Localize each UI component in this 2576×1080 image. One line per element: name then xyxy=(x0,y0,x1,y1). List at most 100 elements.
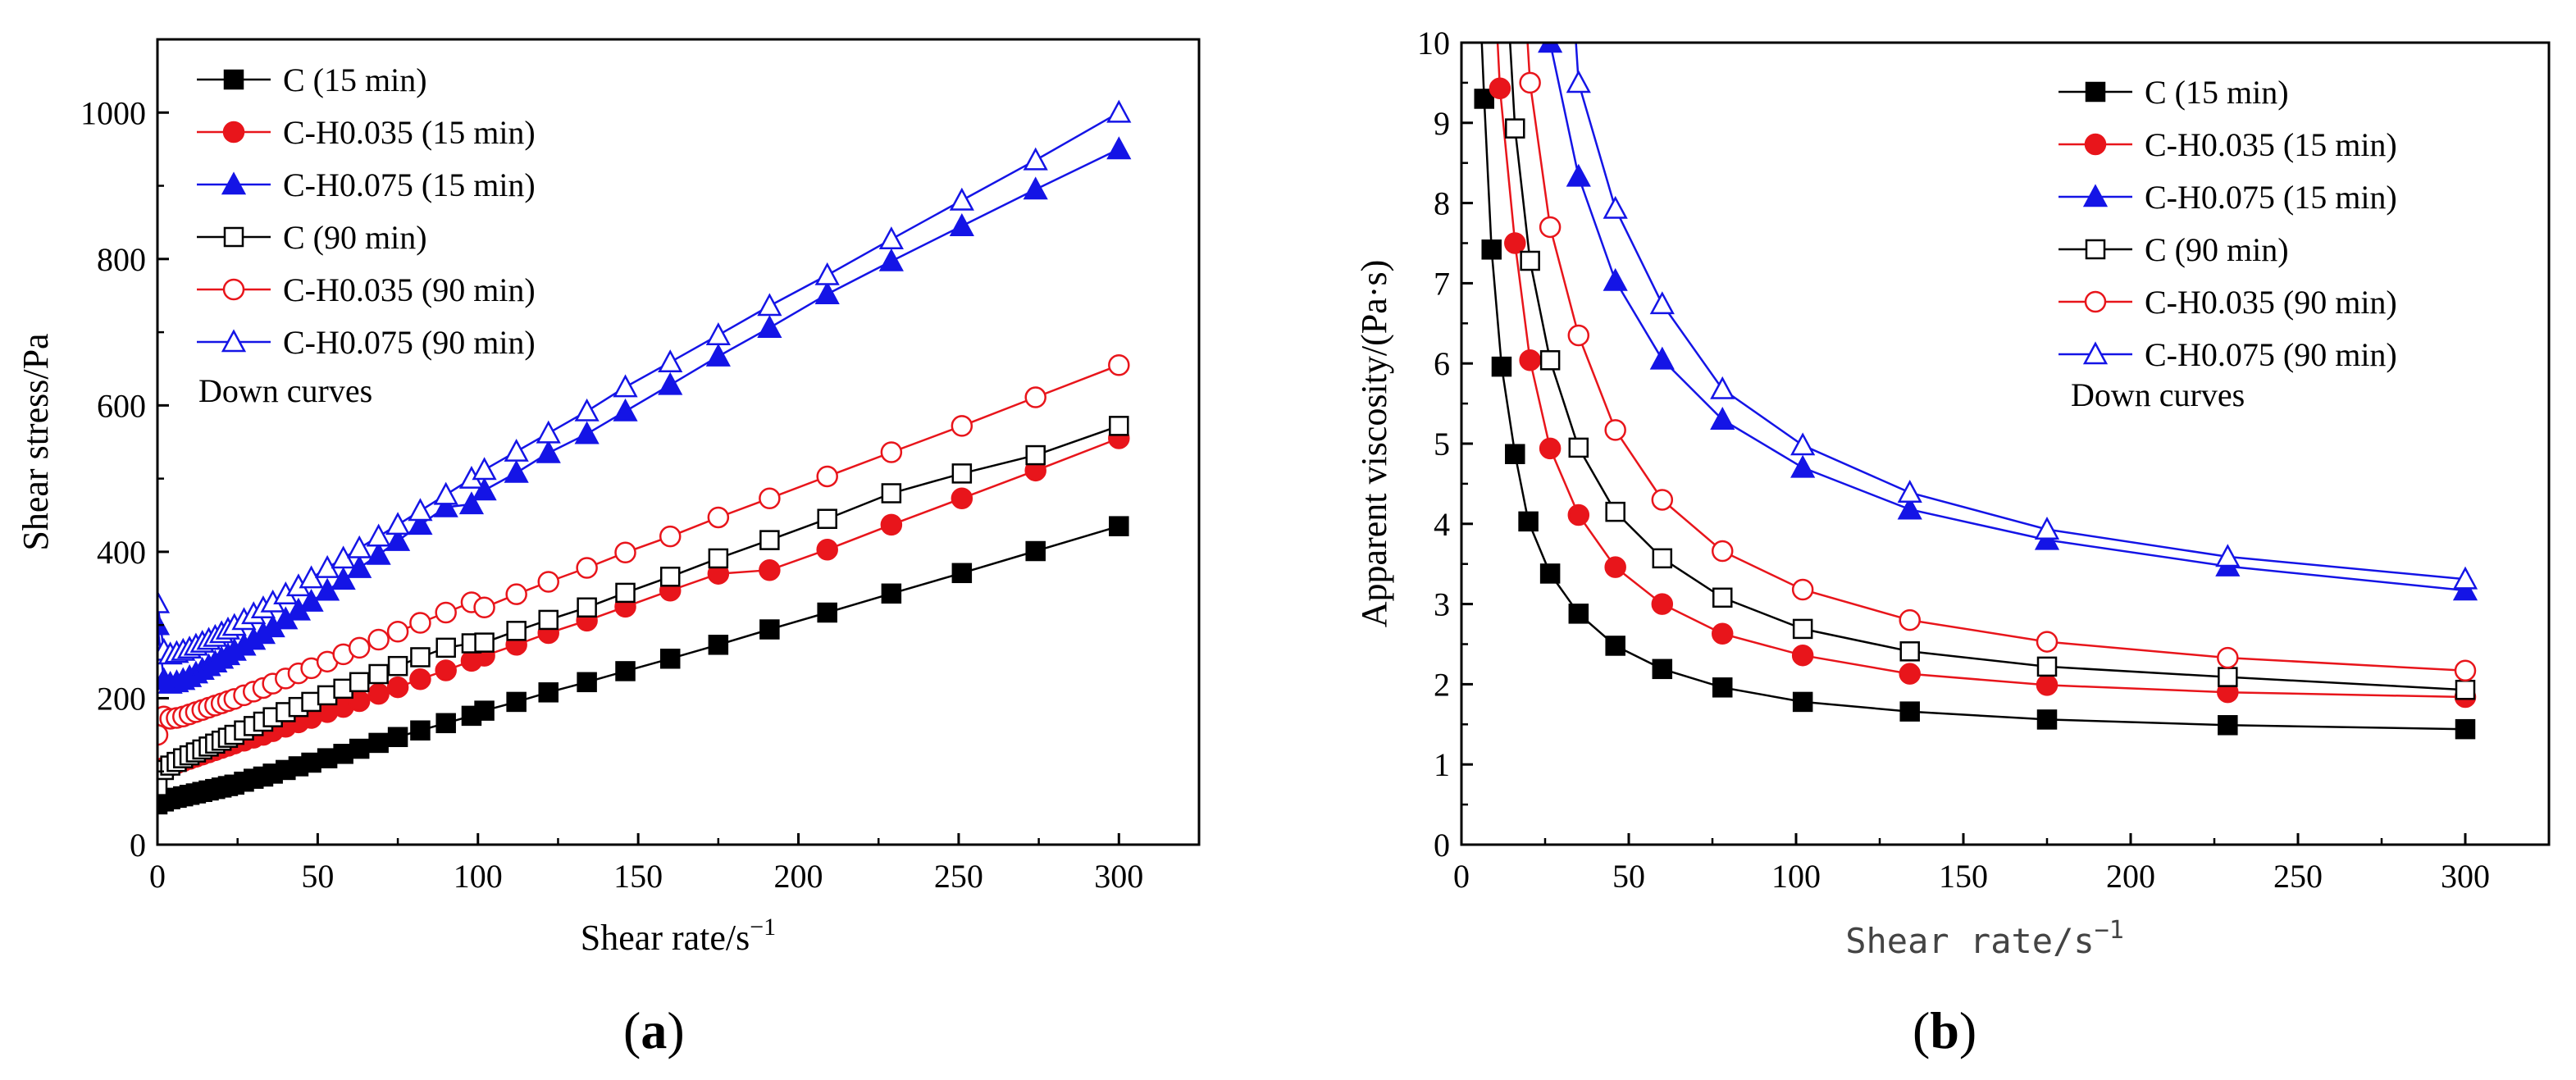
series-line xyxy=(1526,43,2466,672)
data-point xyxy=(1603,267,1628,291)
data-point xyxy=(366,541,391,565)
data-point xyxy=(367,682,390,705)
data-point xyxy=(1518,511,1539,532)
data-point xyxy=(1024,386,1046,408)
data-point xyxy=(576,557,598,579)
data-point xyxy=(1106,136,1132,160)
data-point xyxy=(1519,349,1541,371)
data-point xyxy=(2455,679,2476,700)
data-point xyxy=(951,487,973,509)
data-point xyxy=(1897,496,1922,520)
panel-label-a: (a) xyxy=(623,1001,685,1059)
legend-label: C-H0.075 (90 min) xyxy=(283,324,536,361)
x-tick-label: 300 xyxy=(1094,858,1143,895)
y-tick-label: 1000 xyxy=(80,94,146,131)
y-tick-label: 7 xyxy=(1434,265,1450,302)
series-c-h0-075-15-min xyxy=(157,136,1132,694)
data-point xyxy=(1792,691,1813,713)
x-tick-label: 200 xyxy=(774,858,823,895)
data-point xyxy=(614,541,636,564)
data-point xyxy=(817,602,837,623)
legend-label: C (15 min) xyxy=(2145,74,2289,111)
legend-entry: C-H0.035 (90 min) xyxy=(197,271,536,308)
data-point xyxy=(2218,715,2238,736)
data-point xyxy=(1109,416,1129,436)
data-point xyxy=(368,663,389,685)
legend-label: C-H0.035 (90 min) xyxy=(2145,284,2397,321)
data-point xyxy=(536,440,561,463)
data-point xyxy=(2454,659,2477,682)
data-point xyxy=(1790,432,1816,456)
y-tick-label: 0 xyxy=(1434,827,1450,864)
data-point xyxy=(299,588,324,612)
data-point xyxy=(1023,176,1048,200)
y-tick-label: 10 xyxy=(1417,25,1450,62)
legend-entry: C-H0.075 (15 min) xyxy=(197,166,536,203)
y-tick-label: 8 xyxy=(1434,185,1450,222)
data-point xyxy=(1519,71,1541,94)
data-point xyxy=(1605,636,1625,656)
data-point xyxy=(2215,544,2241,567)
data-point xyxy=(615,661,636,681)
data-point xyxy=(474,632,495,653)
legend-entry: C (15 min) xyxy=(197,62,427,98)
x-tick-label: 0 xyxy=(1453,858,1470,895)
data-point xyxy=(1568,437,1589,458)
y-tick-label: 9 xyxy=(1434,105,1450,142)
data-point xyxy=(2036,631,2059,653)
data-point xyxy=(1651,593,1674,615)
data-point xyxy=(1897,480,1922,503)
series-c-h0-035-90-min xyxy=(157,354,1130,746)
legend-marker xyxy=(2085,239,2106,260)
legend-label: C-H0.035 (15 min) xyxy=(2145,126,2397,163)
annotation-down-curves-a: Down curves xyxy=(198,372,372,409)
data-point xyxy=(349,672,370,693)
data-point xyxy=(349,738,370,759)
data-point xyxy=(408,512,433,535)
data-point xyxy=(759,619,780,640)
data-point xyxy=(505,583,527,605)
data-point xyxy=(574,398,600,422)
data-point xyxy=(2036,656,2058,677)
data-point xyxy=(1023,147,1048,171)
data-point xyxy=(1538,43,1563,53)
data-point xyxy=(2452,577,2478,601)
data-point xyxy=(759,487,781,509)
x-tick-label: 100 xyxy=(454,858,503,895)
annotation-down-curves-b: Down curves xyxy=(2071,376,2245,413)
data-point xyxy=(537,571,559,593)
data-point xyxy=(474,700,495,721)
series-c-15-min xyxy=(157,516,1129,815)
x-tick-label: 150 xyxy=(613,858,663,895)
y-tick-label: 1 xyxy=(1434,746,1450,783)
legend-entry: C-H0.075 (15 min) xyxy=(2059,179,2397,216)
legend-marker xyxy=(223,226,244,248)
data-point xyxy=(816,538,838,561)
data-point xyxy=(1605,501,1625,522)
legend-entry: C-H0.075 (90 min) xyxy=(2059,336,2397,373)
data-point xyxy=(2452,566,2478,590)
data-point xyxy=(1489,77,1511,99)
data-point xyxy=(157,723,169,746)
y-tick-label: 200 xyxy=(97,680,146,717)
data-point xyxy=(1791,644,1814,667)
data-point xyxy=(759,558,781,581)
data-point xyxy=(577,672,597,693)
x-tick-label: 50 xyxy=(1612,858,1645,895)
data-point xyxy=(708,548,729,569)
data-point xyxy=(538,682,559,703)
data-point xyxy=(2034,517,2060,540)
series-c-90-min xyxy=(157,416,1129,796)
data-point xyxy=(1504,232,1526,254)
data-point xyxy=(1539,563,1561,584)
data-point xyxy=(1711,540,1734,563)
legend-label: C-H0.075 (15 min) xyxy=(283,166,536,203)
data-point xyxy=(878,226,904,250)
data-point xyxy=(613,374,638,398)
data-point xyxy=(1899,641,1920,662)
y-tick-label: 4 xyxy=(1434,506,1450,543)
y-tick-label: 3 xyxy=(1434,586,1450,623)
data-point xyxy=(386,620,409,643)
series-line xyxy=(1496,43,2466,699)
